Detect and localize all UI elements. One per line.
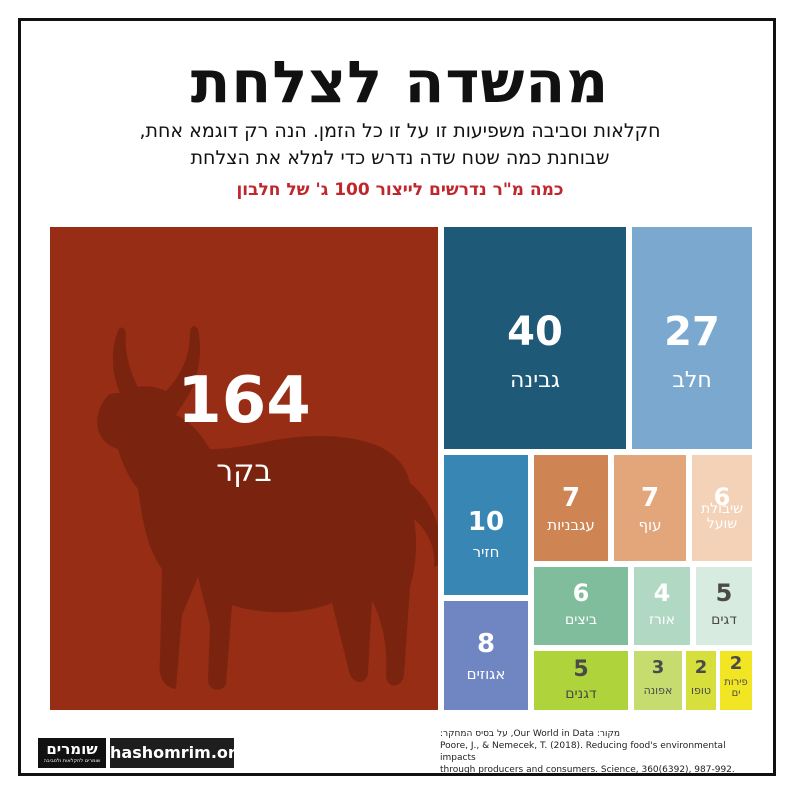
- treemap-tile-fish: 5 דגים: [696, 567, 752, 645]
- logo-text: שומרים: [46, 740, 98, 758]
- tile-value: 5: [573, 657, 589, 682]
- tile-value: 2: [694, 657, 708, 678]
- treemap-tile-seafood: 2 פירות ים: [720, 651, 752, 710]
- tile-value: 7: [561, 483, 581, 513]
- treemap-tile-milk: 27 חלב: [632, 227, 752, 449]
- subtitle-line-1: חקלאות וסביבה משפיעות זו על זו כל הזמן. …: [139, 120, 661, 142]
- treemap-tile-rice: 4 אורז: [634, 567, 690, 645]
- tile-value: 6: [713, 483, 731, 511]
- source-note: מקור: Our World in Data, על בסיס המחקר: …: [440, 728, 760, 776]
- page-title: מהשדה לצלחת: [190, 48, 610, 116]
- treemap-tile-chicken: 7 עוף: [614, 455, 686, 561]
- tile-label: עוף: [638, 516, 662, 534]
- treemap-tile-tomatoes: 7 עגבניות: [534, 455, 608, 561]
- logo-subtext: שומרים לחקלאות ולסביבה: [43, 758, 101, 764]
- shomrim-logo: שומרים שומרים לחקלאות ולסביבה: [38, 738, 106, 768]
- tile-value: 8: [476, 629, 496, 659]
- tile-label: שיבולת שועל: [700, 501, 744, 533]
- tile-value: 7: [640, 483, 660, 513]
- tile-label: פירות ים: [724, 677, 748, 699]
- tile-value: 5: [715, 579, 733, 607]
- site-link[interactable]: hashomrim.org: [110, 738, 247, 768]
- tile-label: דגנים: [565, 686, 597, 702]
- tile-label: טופו: [691, 684, 711, 697]
- tile-value: 2: [729, 653, 743, 674]
- subtitle: חקלאות וסביבה משפיעות זו על זו כל הזמן. …: [60, 118, 740, 172]
- treemap-tile-pork: 10 חזיר: [444, 455, 528, 595]
- source-line-1: מקור: Our World in Data, על בסיס המחקר:: [440, 729, 620, 739]
- tile-label: אורז: [649, 612, 675, 628]
- tile-value: 3: [651, 657, 665, 678]
- source-line-2: Poore, J., & Nemecek, T. (2018). Reducin…: [440, 741, 726, 763]
- treemap-tile-cheese: 40 גבינה: [444, 227, 626, 449]
- treemap-tile-beef: 164 בקר: [50, 227, 438, 710]
- subtitle-line-2: שבוחנת כמה שטח שדה נדרש כדי למלא את הצלח…: [190, 147, 610, 169]
- tile-value: 40: [507, 309, 563, 355]
- tile-label: אגוזים: [466, 665, 506, 683]
- tile-value: 27: [664, 309, 720, 355]
- tile-value: 10: [467, 507, 505, 537]
- tile-label: גבינה: [510, 368, 560, 393]
- source-line-3: through producers and consumers. Science…: [440, 765, 735, 775]
- tile-value: 6: [572, 579, 590, 607]
- treemap-tile-eggs: 6 ביצים: [534, 567, 628, 645]
- tile-label: חלב: [672, 368, 712, 393]
- tile-value: 164: [177, 364, 311, 438]
- chart-question: כמה מ"ר נדרשים לייצור 100 ג' של חלבון: [236, 180, 564, 200]
- tile-label: אפונה: [643, 684, 673, 697]
- bull-icon: [97, 326, 438, 690]
- tile-value: 4: [653, 579, 671, 607]
- tile-label: בקר: [216, 454, 272, 489]
- treemap-tile-oats: 6 שיבולת שועל: [692, 455, 752, 561]
- tile-label: ביצים: [565, 612, 597, 628]
- tile-label: חזיר: [472, 543, 500, 561]
- treemap-tile-peas: 3 אפונה: [634, 651, 682, 710]
- treemap-tile-tofu: 2 טופו: [686, 651, 716, 710]
- tile-label: עגבניות: [547, 516, 595, 534]
- treemap-tile-nuts: 8 אגוזים: [444, 601, 528, 710]
- treemap-tile-grains: 5 דגנים: [534, 651, 628, 710]
- poster-frame: [18, 18, 776, 776]
- tile-label: דגים: [711, 612, 737, 628]
